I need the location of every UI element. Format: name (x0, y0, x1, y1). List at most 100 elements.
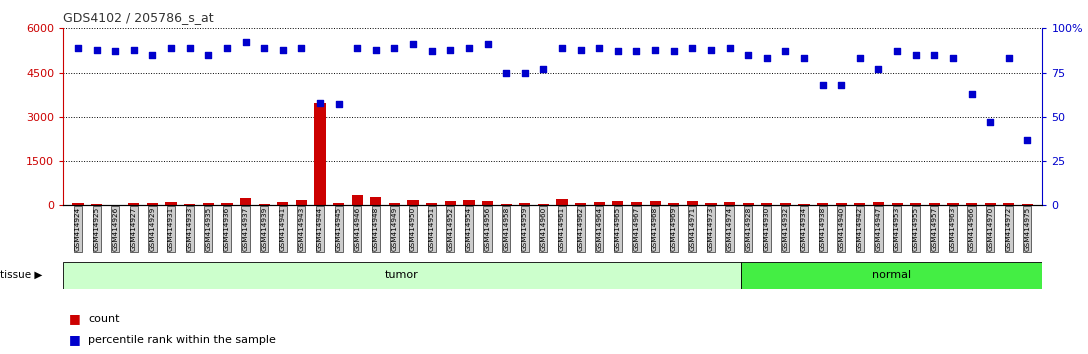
Bar (333, 203, 344, 205)
Point (554, 45, 571, 51)
Bar (836, 204, 846, 205)
Bar (1022, 204, 1033, 205)
Bar (463, 200, 474, 205)
Bar (519, 204, 530, 205)
Point (721, 45, 739, 51)
Point (405, 41, 422, 47)
Point (460, 45, 478, 51)
Bar (388, 203, 400, 205)
Point (386, 45, 404, 51)
Bar (426, 203, 437, 205)
Bar (128, 203, 139, 205)
Point (107, 48, 124, 54)
Point (219, 45, 236, 51)
Bar (370, 197, 382, 205)
Point (572, 47, 590, 52)
Point (740, 52, 757, 58)
Bar (445, 201, 456, 205)
Bar (314, 103, 325, 205)
Bar (482, 201, 493, 205)
Point (367, 47, 384, 52)
Point (497, 70, 515, 75)
Point (851, 56, 868, 61)
Point (758, 56, 776, 61)
Point (683, 45, 701, 51)
Point (237, 40, 255, 45)
Text: percentile rank within the sample: percentile rank within the sample (88, 335, 276, 345)
Point (665, 48, 682, 54)
Bar (147, 204, 158, 205)
Point (944, 56, 962, 61)
Bar (762, 204, 772, 205)
Bar (576, 202, 586, 205)
Point (199, 52, 217, 58)
Point (348, 45, 366, 51)
Bar (799, 204, 809, 205)
Point (869, 66, 887, 72)
Bar (1003, 204, 1014, 205)
Bar (259, 204, 270, 205)
Bar (780, 203, 791, 205)
Point (162, 45, 180, 51)
Bar (631, 202, 642, 205)
Bar (556, 199, 568, 205)
Point (628, 48, 645, 54)
Point (88, 47, 106, 52)
Point (889, 48, 906, 54)
Bar (277, 202, 288, 205)
Point (144, 52, 161, 58)
Point (907, 52, 925, 58)
Bar (743, 203, 754, 205)
Bar (165, 202, 176, 205)
Point (479, 41, 496, 47)
Point (181, 45, 198, 51)
Bar (73, 203, 84, 205)
Bar (705, 202, 717, 205)
Bar (873, 202, 885, 205)
Text: GDS4102 / 205786_s_at: GDS4102 / 205786_s_at (63, 11, 213, 24)
Point (646, 47, 664, 52)
Point (330, 102, 347, 107)
Point (534, 66, 552, 72)
Text: count: count (88, 314, 120, 324)
Point (777, 48, 794, 54)
Bar (911, 203, 922, 205)
Bar (817, 203, 828, 205)
Point (1018, 137, 1036, 143)
Point (702, 47, 719, 52)
Point (609, 48, 627, 54)
Point (516, 70, 533, 75)
Point (832, 82, 850, 88)
Point (981, 119, 999, 125)
Bar (202, 202, 214, 205)
Bar (891, 202, 903, 205)
Bar (966, 203, 977, 205)
Bar (687, 201, 697, 205)
Bar (985, 203, 996, 205)
Point (1000, 56, 1017, 61)
Bar (854, 203, 865, 205)
Text: normal: normal (873, 270, 912, 280)
Point (293, 45, 310, 51)
Point (795, 56, 813, 61)
Text: ■: ■ (69, 312, 81, 325)
Bar (613, 201, 623, 205)
Bar (63, 262, 741, 289)
Text: tumor: tumor (385, 270, 419, 280)
Bar (408, 200, 419, 205)
Bar (91, 204, 102, 205)
Bar (221, 203, 233, 205)
Bar (929, 203, 940, 205)
Text: tissue ▶: tissue ▶ (0, 270, 42, 280)
Point (274, 47, 292, 52)
Bar (351, 195, 362, 205)
Point (423, 48, 441, 54)
Bar (240, 198, 251, 205)
Bar (500, 204, 511, 205)
Bar (296, 200, 307, 205)
Point (442, 47, 459, 52)
Text: ■: ■ (69, 333, 81, 346)
Point (926, 52, 943, 58)
Bar (537, 204, 549, 205)
Bar (948, 204, 959, 205)
